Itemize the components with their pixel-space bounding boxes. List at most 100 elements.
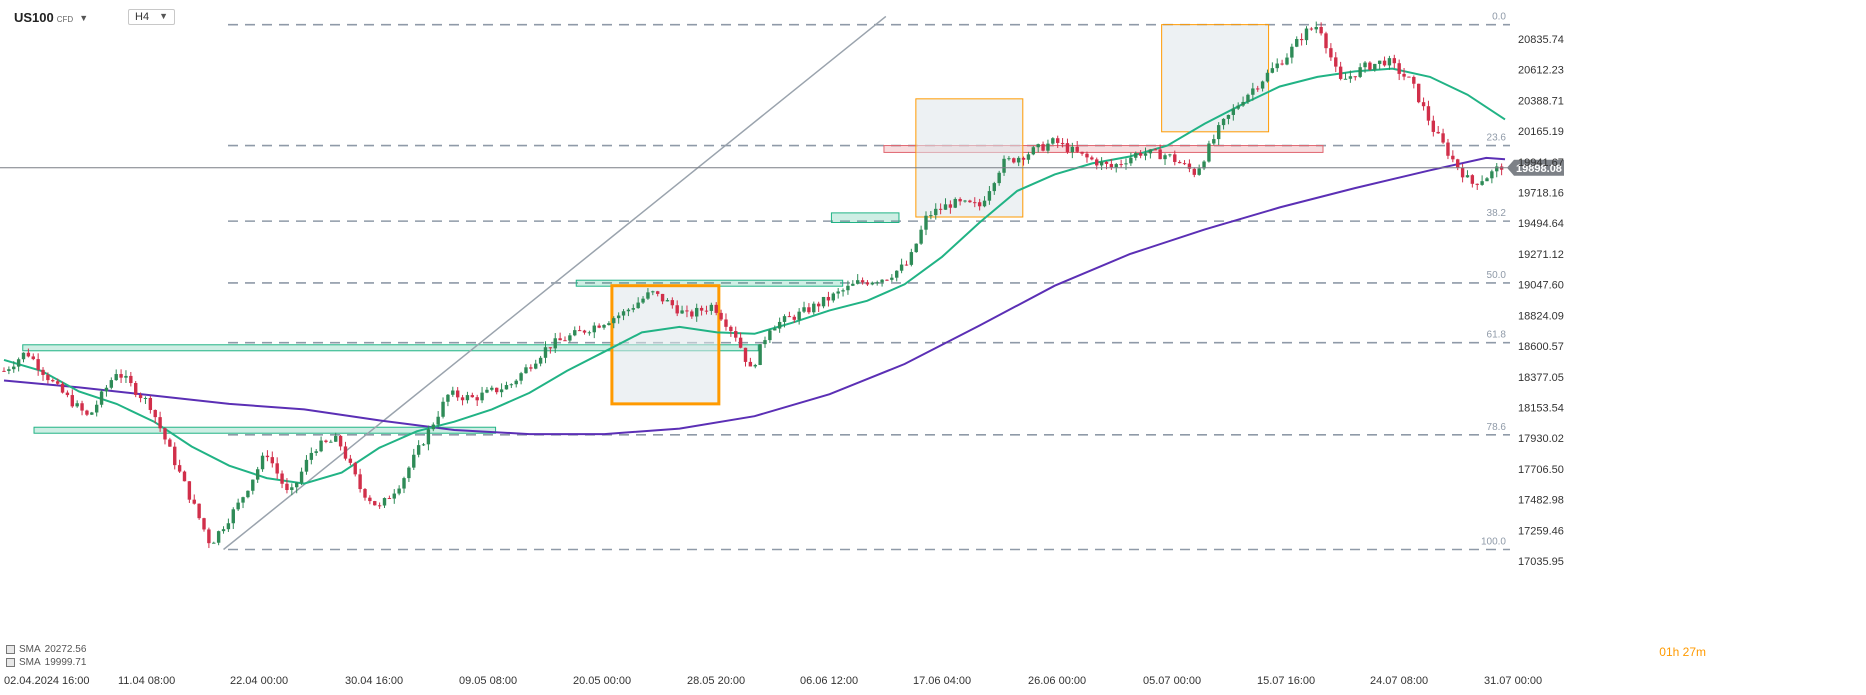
candle-body [885, 279, 889, 281]
price-tag [1507, 159, 1564, 176]
indicator-legend-2[interactable]: SMA 19999.71 [6, 657, 86, 668]
timeframe-select[interactable]: H4 ▼ [128, 9, 175, 25]
candle-body [621, 311, 626, 316]
candle-body [509, 384, 514, 386]
caret-down-icon[interactable]: ▼ [79, 12, 89, 23]
candle-body [1309, 28, 1314, 30]
candle-body [373, 501, 377, 506]
candle-body [1129, 157, 1133, 164]
y-tick-label: 19271.12 [1518, 249, 1564, 261]
candle-body [60, 383, 65, 393]
candle-body [446, 394, 450, 402]
symbol-name[interactable]: US100 CFD [14, 10, 74, 25]
candle-body [958, 198, 962, 202]
y-tick-label: 19047.60 [1518, 280, 1564, 292]
candle-body [1192, 168, 1196, 175]
candle-body [168, 439, 172, 447]
y-tick-label: 18600.57 [1518, 341, 1564, 353]
candle-body [592, 325, 596, 333]
candle-body [402, 478, 406, 489]
candle-body [1036, 144, 1040, 148]
candle-body [1134, 153, 1138, 158]
candle-body [343, 446, 348, 459]
candle-body [182, 471, 187, 482]
candle-body [358, 474, 362, 490]
candle-body [338, 435, 343, 447]
bar-countdown: 01h 27m [1659, 645, 1706, 659]
candle-body [1465, 175, 1470, 178]
candle-body [197, 503, 201, 519]
candle-body [1168, 154, 1172, 156]
fib-level-label: 100.0 [1481, 537, 1506, 548]
candle-body [460, 397, 465, 401]
candle-body [875, 282, 879, 284]
candle-body [114, 374, 118, 381]
candle-body [758, 344, 762, 365]
candle-body [563, 340, 567, 342]
candle-body [1495, 166, 1499, 172]
candle-body [743, 347, 748, 362]
candle-body [416, 445, 421, 455]
candle-body [397, 488, 401, 494]
y-tick-label: 18377.05 [1518, 372, 1564, 384]
candle-body [329, 441, 333, 443]
timeframe-value: H4 [135, 11, 150, 23]
trendline[interactable] [223, 15, 887, 551]
candle-body [1104, 161, 1109, 164]
candle-body [75, 403, 79, 407]
candle-body [314, 451, 318, 453]
candle-body [1373, 63, 1377, 70]
highlight-box[interactable] [610, 284, 721, 406]
candle-body [16, 359, 21, 367]
highlight-box[interactable] [1161, 24, 1270, 133]
candle-body [1304, 28, 1309, 41]
sr-zone[interactable] [33, 426, 497, 434]
y-tick-label: 17930.02 [1518, 433, 1564, 445]
candle-body [1329, 48, 1333, 58]
candle-body [690, 311, 694, 317]
candle-body [1251, 88, 1255, 95]
candle-body [685, 310, 689, 312]
candle-body [782, 316, 787, 322]
sr-zone[interactable] [22, 344, 759, 352]
candle-body [236, 502, 240, 510]
candle-body [1280, 63, 1284, 65]
candle-body [382, 498, 387, 506]
candle-body [1016, 157, 1021, 163]
candle-body [1075, 146, 1079, 152]
candle-body [1451, 155, 1455, 160]
candle-body [1358, 67, 1362, 77]
candle-body [914, 243, 918, 253]
candle-body [773, 328, 777, 331]
y-tick-label: 19718.16 [1518, 188, 1564, 200]
candle-body [1416, 83, 1421, 103]
candle-body [65, 392, 70, 396]
candle-body [475, 397, 479, 401]
x-tick-label: 05.07 00:00 [1143, 675, 1201, 687]
y-tick-label: 17035.95 [1518, 556, 1564, 568]
candle-body [348, 458, 353, 463]
x-tick-label: 28.05 20:00 [687, 675, 745, 687]
candle-body [568, 335, 572, 341]
candle-body [1138, 153, 1143, 156]
candle-body [1046, 143, 1050, 151]
candle-body [148, 397, 153, 410]
candle-body [1207, 143, 1211, 162]
y-tick-label: 18824.09 [1518, 310, 1564, 322]
candle-body [1421, 102, 1426, 107]
sr-zone[interactable] [830, 212, 900, 223]
candle-body [470, 395, 475, 398]
candle-body [299, 471, 304, 483]
candle-body [480, 392, 484, 401]
candle-body [1485, 178, 1489, 182]
sr-zone[interactable] [883, 145, 1324, 153]
candle-body [768, 330, 772, 341]
candle-body [797, 311, 801, 320]
indicator-legend-1[interactable]: SMA 20272.56 [6, 644, 86, 655]
candle-body [1021, 157, 1026, 160]
candle-body [777, 321, 782, 329]
symbol-header[interactable]: US100 CFD ▼ [14, 10, 88, 25]
candle-body [80, 403, 84, 411]
candle-body [465, 395, 470, 401]
